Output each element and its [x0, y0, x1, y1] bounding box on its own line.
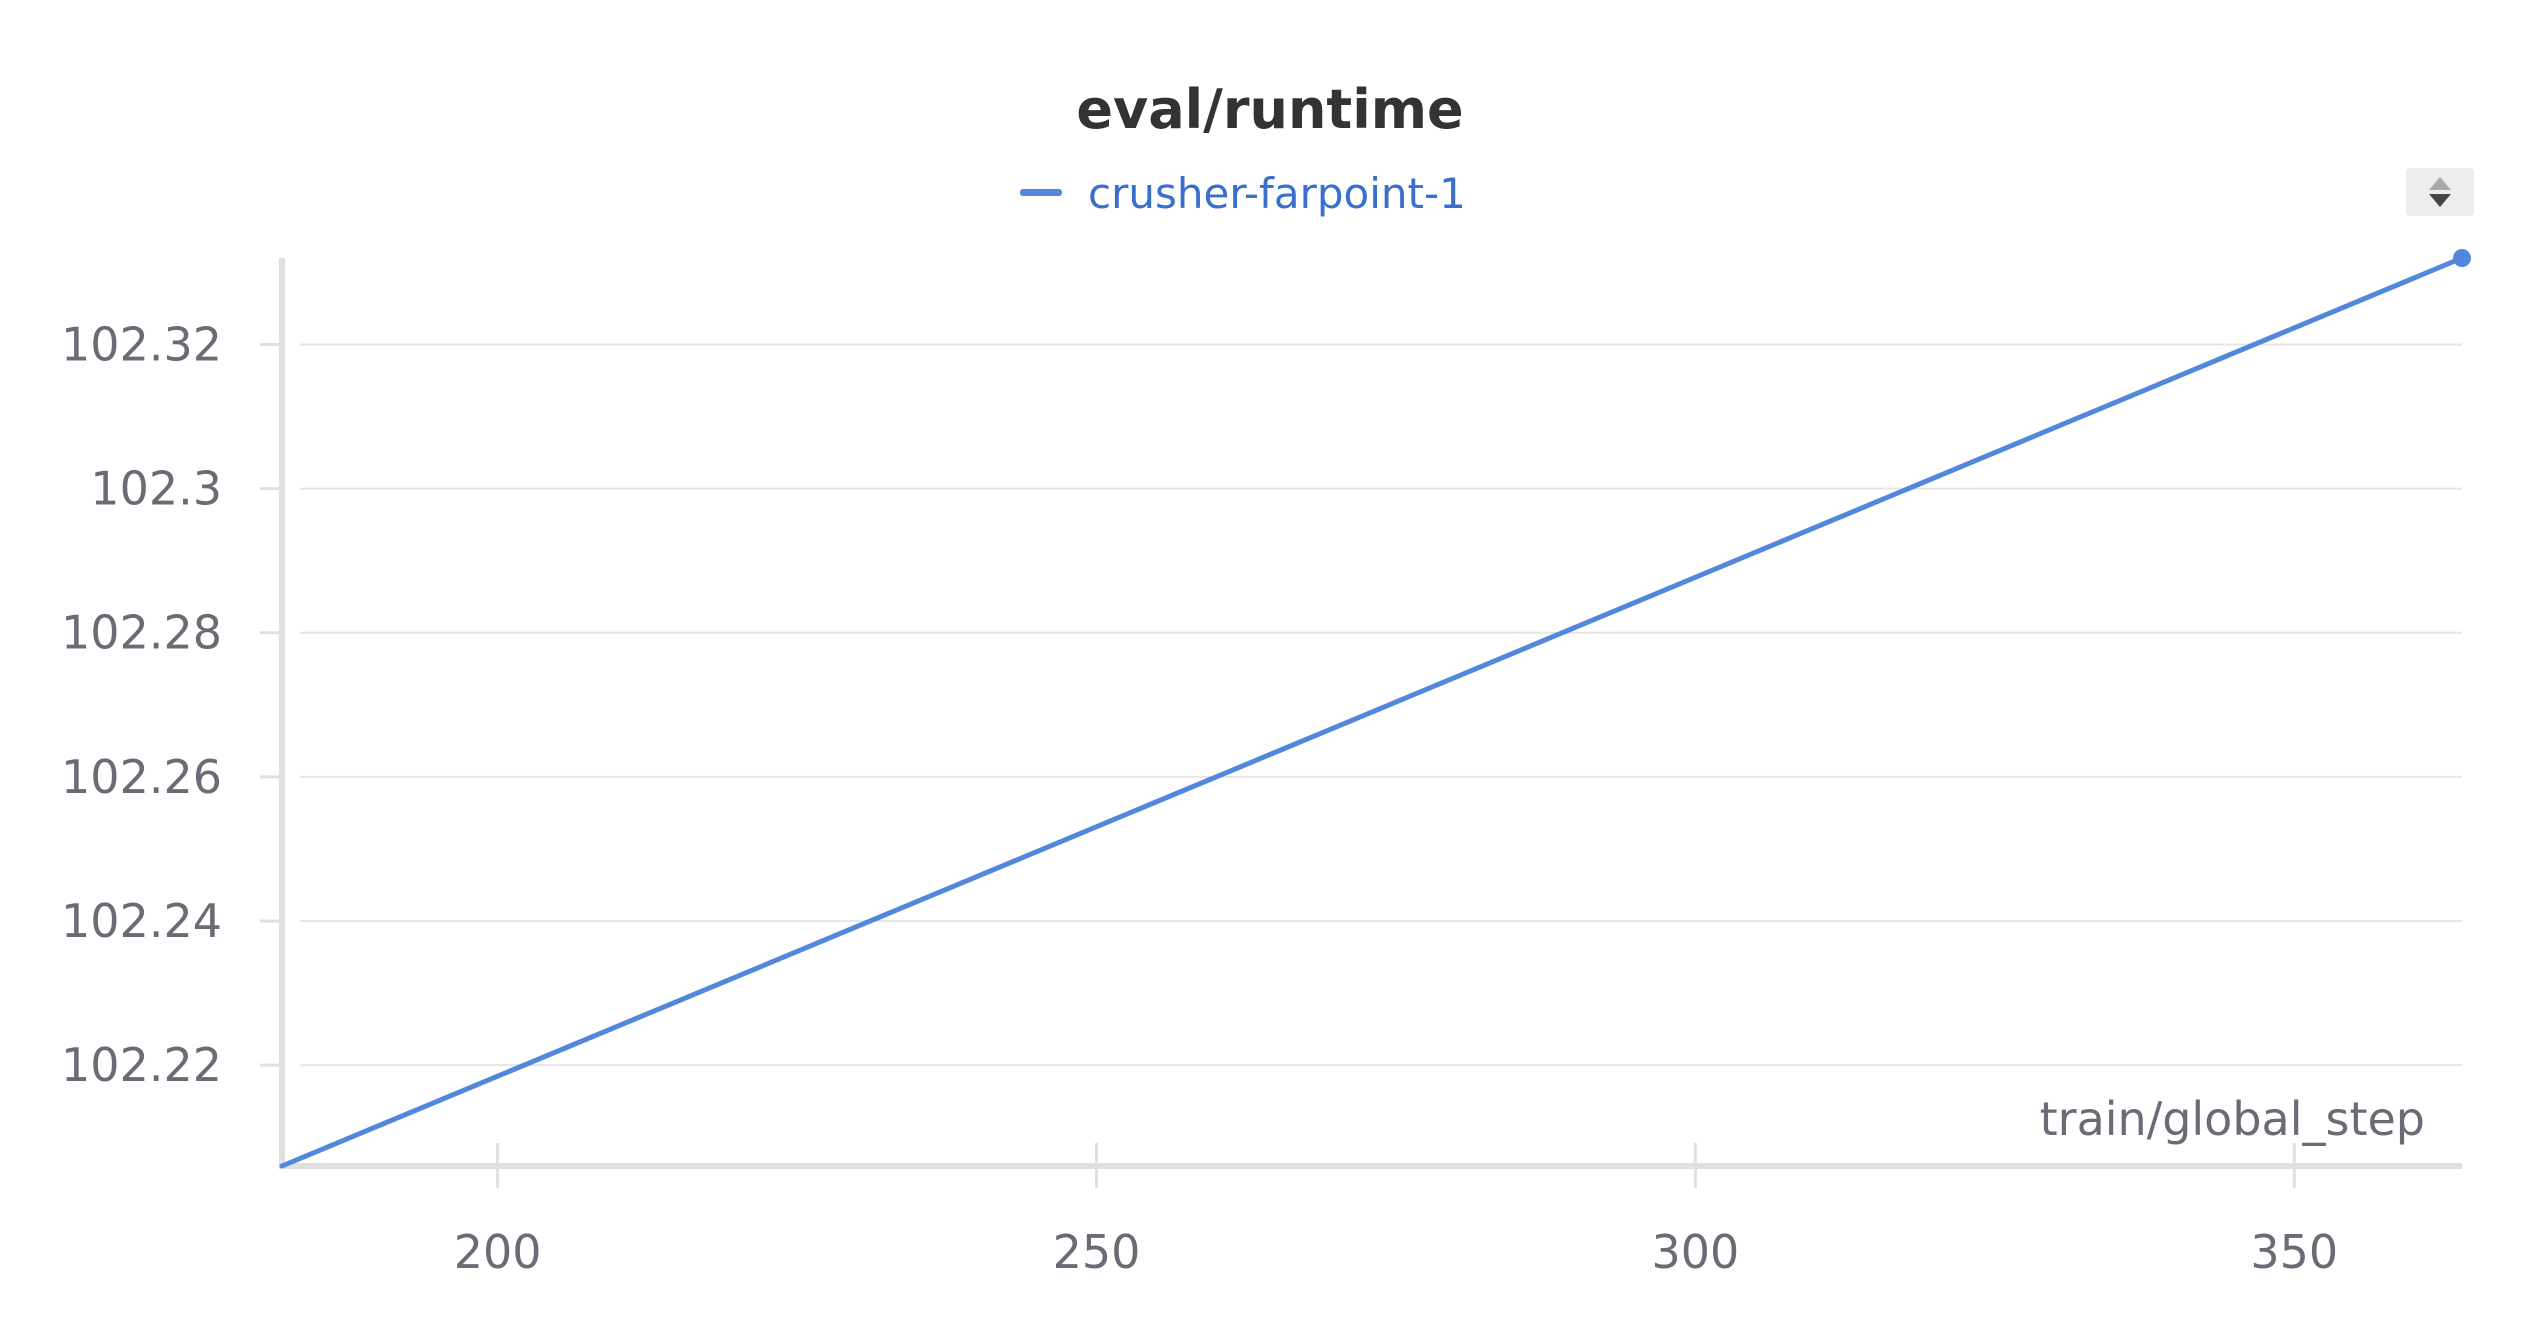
- series-endpoint-marker[interactable]: [2453, 249, 2471, 267]
- legend-scroll-down-icon[interactable]: [2429, 194, 2451, 207]
- x-axis-title: train/global_step: [2040, 1092, 2425, 1146]
- axes: [279, 258, 2462, 1169]
- y-tick-label: 102.22: [61, 1038, 222, 1092]
- legend-scroll-up-icon[interactable]: [2429, 177, 2451, 190]
- grid-lines: [300, 343, 2462, 1067]
- x-tick-label: 300: [1652, 1225, 1740, 1279]
- x-axis-ticks: 200 250 300 350: [454, 1143, 2338, 1279]
- legend: crusher-farpoint-1: [1020, 169, 1466, 218]
- series-layer: [279, 249, 2471, 1169]
- y-tick-label: 102.28: [61, 606, 222, 660]
- y-tick-label: 102.24: [61, 894, 222, 948]
- legend-swatch: [1020, 189, 1062, 196]
- y-tick-label: 102.26: [61, 750, 222, 804]
- x-tick-label: 250: [1053, 1225, 1141, 1279]
- legend-entry-label[interactable]: crusher-farpoint-1: [1088, 169, 1466, 218]
- x-tick-label: 200: [454, 1225, 542, 1279]
- series-line[interactable]: [279, 255, 2465, 1169]
- chart-title: eval/runtime: [1076, 78, 1463, 141]
- legend-scroll-control[interactable]: [2406, 168, 2474, 216]
- y-tick-label: 102.32: [61, 317, 222, 371]
- y-axis-ticks: 102.22 102.24 102.26 102.28 102.3 102.32: [61, 317, 282, 1092]
- x-tick-label: 350: [2250, 1225, 2338, 1279]
- y-tick-label: 102.3: [90, 462, 222, 516]
